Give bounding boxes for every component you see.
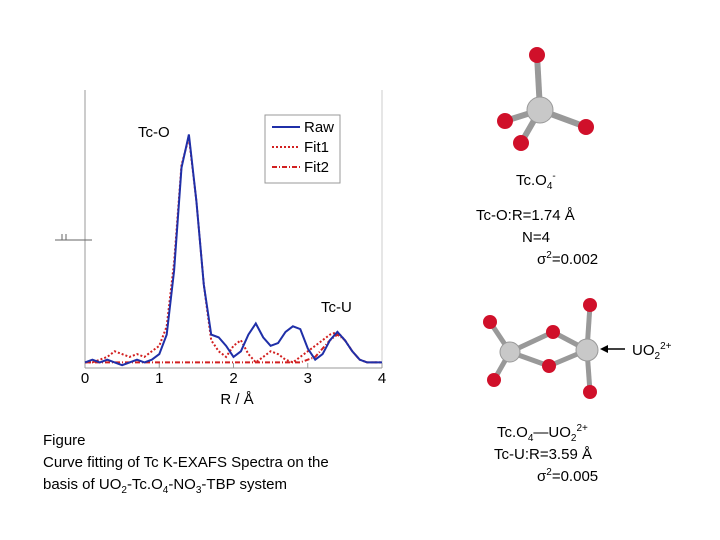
legend-label: Fit1 [304, 139, 329, 156]
caption: Curve fitting of Tc K-EXAFS Spectra on t… [43, 454, 329, 471]
bond-length: Tc-U:R=3.59 Å [494, 446, 592, 463]
atoms-bottom [483, 298, 599, 399]
molecule-label: Tc.O4- [516, 171, 556, 192]
text-part: 2+ [660, 341, 672, 352]
text-part: 2 [655, 351, 661, 362]
text-part: 4 [528, 433, 534, 444]
data-line [84, 134, 382, 367]
x-tick-label: 4 [378, 370, 386, 387]
debye-waller: σ2=0.002 [537, 250, 598, 268]
arrow-head [600, 345, 608, 353]
y-stub [55, 234, 92, 241]
text-part: -NO [168, 476, 196, 493]
text-part: —UO [533, 424, 571, 441]
text-part: 4 [547, 181, 553, 192]
text-part: 2 [546, 250, 552, 261]
text-part: -Tc.O [127, 476, 163, 493]
x-tick-label: 0 [81, 370, 89, 387]
annotation: Tc-U [321, 299, 352, 316]
x-label: R / Å [220, 391, 253, 408]
text-part: 2 [546, 467, 552, 478]
legend-label: Fit2 [304, 159, 329, 176]
x-tick-label: 1 [155, 370, 163, 387]
text-part: 2 [121, 485, 127, 496]
text-part: UO [632, 342, 655, 359]
atoms-top [497, 47, 594, 151]
text-part: Tc.O [497, 424, 528, 441]
bond-length: Tc-O:R=1.74 Å [476, 207, 575, 224]
text-part: 2+ [576, 423, 588, 434]
coordination: N=4 [522, 229, 550, 246]
text-part: 4 [163, 485, 169, 496]
x-tick-label: 3 [304, 370, 312, 387]
text-part: σ [537, 468, 547, 485]
text-part: =0.002 [552, 251, 598, 268]
text-part: basis of UO [43, 476, 121, 493]
caption: Figure [43, 432, 86, 449]
annotation: Tc-O [138, 124, 170, 141]
data-line [85, 137, 382, 364]
molecule-label: Tc.O4—UO22+ [497, 423, 588, 444]
text-part: - [552, 171, 555, 182]
caption: basis of UO2-Tc.O4-NO3-TBP system [43, 476, 287, 496]
text-part: Tc.O [516, 172, 547, 189]
arrow-label: UO22+ [632, 341, 672, 362]
text-part: 3 [196, 485, 202, 496]
legend-label: Raw [304, 119, 334, 136]
text-part: 2 [571, 433, 577, 444]
text-part: σ [537, 251, 547, 268]
text-part: =0.005 [552, 468, 598, 485]
text-part: -TBP system [201, 476, 287, 493]
debye-waller: σ2=0.005 [537, 467, 598, 485]
x-tick-label: 2 [229, 370, 237, 387]
data-line [85, 333, 382, 364]
